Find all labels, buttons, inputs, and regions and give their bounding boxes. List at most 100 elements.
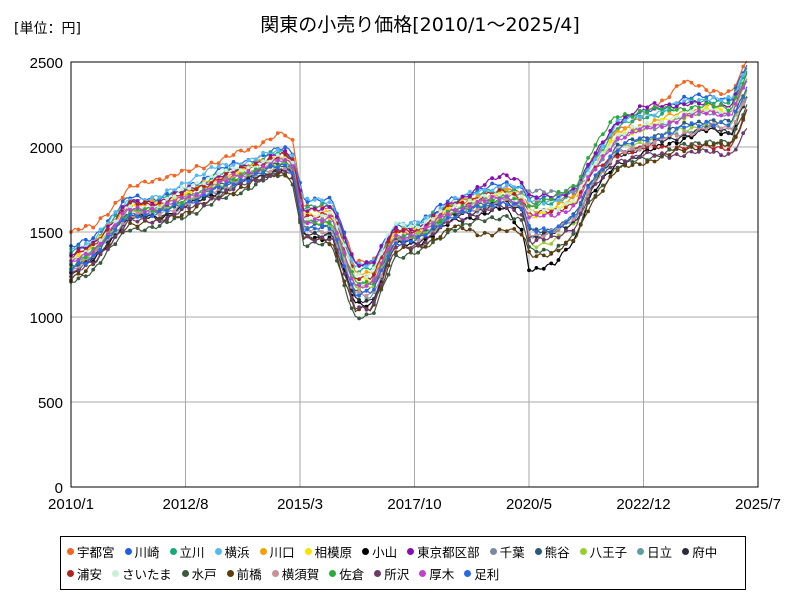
data-point bbox=[490, 181, 494, 186]
data-point bbox=[645, 142, 650, 147]
data-point bbox=[741, 131, 746, 136]
data-point bbox=[165, 175, 169, 179]
data-point bbox=[216, 179, 221, 184]
data-point bbox=[564, 205, 568, 210]
data-point bbox=[364, 280, 369, 284]
legend-item: 川崎 bbox=[124, 540, 160, 562]
data-point bbox=[578, 194, 583, 199]
data-point bbox=[711, 143, 716, 147]
legend-label: 八王子 bbox=[589, 544, 628, 560]
data-point bbox=[106, 235, 110, 239]
data-point bbox=[460, 226, 465, 231]
series-line bbox=[70, 109, 748, 313]
data-point bbox=[475, 207, 480, 212]
data-point bbox=[120, 228, 125, 233]
data-point bbox=[667, 105, 672, 110]
data-point bbox=[224, 171, 229, 176]
data-point bbox=[630, 137, 635, 142]
data-point bbox=[711, 104, 716, 109]
data-point bbox=[209, 196, 214, 201]
data-point bbox=[504, 206, 509, 211]
data-point bbox=[135, 219, 140, 224]
data-point bbox=[556, 235, 561, 240]
data-point bbox=[305, 234, 310, 239]
data-point bbox=[209, 160, 214, 165]
data-point bbox=[143, 200, 147, 205]
legend-item: 厚木 bbox=[419, 562, 454, 584]
data-point bbox=[239, 178, 243, 183]
data-point bbox=[364, 293, 369, 298]
data-point bbox=[320, 213, 325, 218]
data-point bbox=[549, 213, 554, 218]
legend-item: 川口 bbox=[259, 540, 295, 562]
data-point bbox=[615, 136, 620, 141]
data-point bbox=[246, 148, 251, 152]
data-point bbox=[357, 277, 361, 282]
x-tick-label: 2025/7 bbox=[735, 496, 781, 513]
data-point bbox=[601, 144, 605, 149]
legend-label: 千葉 bbox=[499, 544, 525, 560]
data-point bbox=[615, 155, 620, 159]
data-point bbox=[394, 233, 398, 238]
data-point bbox=[645, 105, 650, 110]
data-point bbox=[209, 181, 214, 185]
data-point bbox=[637, 147, 642, 152]
data-point bbox=[726, 152, 731, 156]
data-point bbox=[645, 125, 650, 130]
legend-marker bbox=[579, 547, 587, 555]
data-point bbox=[401, 222, 406, 227]
legend-item: 水戸 bbox=[181, 562, 217, 584]
data-point bbox=[564, 220, 568, 225]
data-point bbox=[379, 268, 384, 273]
data-point bbox=[401, 227, 406, 232]
data-point bbox=[578, 174, 583, 179]
data-point bbox=[741, 86, 746, 90]
data-point bbox=[165, 220, 169, 225]
data-point bbox=[357, 316, 361, 321]
data-point bbox=[253, 145, 258, 150]
data-point bbox=[468, 227, 472, 232]
data-point bbox=[697, 101, 701, 106]
data-point bbox=[460, 200, 465, 205]
data-point bbox=[645, 138, 650, 143]
data-point bbox=[187, 194, 192, 199]
series-相模原 bbox=[69, 78, 748, 284]
data-point bbox=[91, 225, 96, 230]
data-point bbox=[224, 179, 229, 184]
legend-marker bbox=[169, 547, 177, 555]
data-point bbox=[98, 238, 103, 243]
data-point bbox=[645, 145, 650, 149]
data-point bbox=[711, 110, 716, 114]
data-point bbox=[335, 248, 339, 253]
data-point bbox=[586, 156, 590, 160]
data-point bbox=[283, 149, 288, 153]
data-point bbox=[652, 159, 657, 164]
data-point bbox=[290, 138, 295, 142]
data-point bbox=[497, 188, 502, 192]
data-point bbox=[364, 312, 369, 317]
data-point bbox=[438, 235, 443, 239]
data-point bbox=[549, 205, 554, 210]
data-point bbox=[593, 157, 598, 162]
data-point bbox=[187, 186, 192, 191]
legend-item: 前橋 bbox=[226, 562, 262, 584]
data-point bbox=[231, 163, 236, 167]
data-point bbox=[349, 282, 354, 287]
data-point bbox=[556, 201, 561, 206]
data-point bbox=[98, 241, 103, 246]
data-point bbox=[135, 224, 140, 229]
data-point bbox=[674, 134, 679, 138]
data-point bbox=[179, 195, 184, 200]
series-line bbox=[70, 89, 748, 294]
data-point bbox=[165, 196, 169, 201]
data-point bbox=[423, 240, 428, 245]
data-point bbox=[453, 195, 457, 200]
data-point bbox=[704, 111, 709, 116]
legend-item: 相模原 bbox=[304, 540, 352, 562]
data-point bbox=[305, 196, 310, 201]
data-point bbox=[482, 187, 487, 192]
data-point bbox=[239, 191, 243, 196]
data-point bbox=[268, 174, 273, 179]
data-point bbox=[408, 224, 413, 229]
data-point bbox=[564, 190, 568, 194]
